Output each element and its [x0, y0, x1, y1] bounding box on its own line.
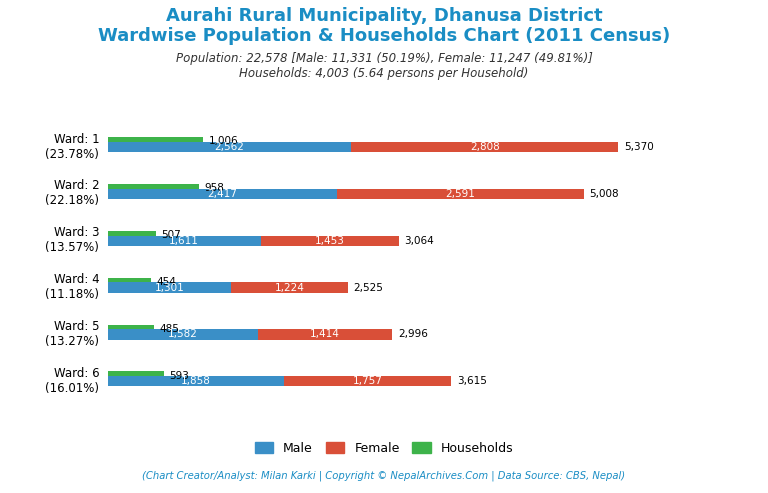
- Bar: [108, 278, 151, 286]
- Text: 5,008: 5,008: [589, 189, 619, 199]
- Text: 1,582: 1,582: [167, 329, 197, 339]
- Text: 2,591: 2,591: [445, 189, 475, 199]
- Text: 958: 958: [204, 183, 224, 193]
- Bar: [108, 329, 258, 340]
- Bar: [108, 376, 284, 387]
- Bar: [108, 371, 164, 380]
- Text: 2,562: 2,562: [214, 142, 244, 152]
- Bar: [108, 184, 199, 192]
- Text: 2,808: 2,808: [470, 142, 499, 152]
- Bar: [108, 324, 154, 333]
- Text: 485: 485: [159, 324, 179, 334]
- Bar: [260, 236, 399, 246]
- Bar: [337, 189, 584, 199]
- Text: (Chart Creator/Analyst: Milan Karki | Copyright © NepalArchives.Com | Data Sourc: (Chart Creator/Analyst: Milan Karki | Co…: [142, 470, 626, 481]
- Text: 1,611: 1,611: [169, 236, 199, 246]
- Text: 5,370: 5,370: [624, 142, 654, 152]
- Text: 2,525: 2,525: [353, 282, 383, 292]
- Text: 507: 507: [161, 230, 181, 240]
- Text: 454: 454: [157, 277, 177, 287]
- Bar: [108, 137, 204, 145]
- Bar: [108, 189, 337, 199]
- Text: 1,858: 1,858: [181, 376, 210, 387]
- Text: 3,615: 3,615: [457, 376, 487, 387]
- Bar: [351, 142, 618, 152]
- Bar: [108, 236, 260, 246]
- Text: 1,006: 1,006: [209, 136, 239, 146]
- Text: Population: 22,578 [Male: 11,331 (50.19%), Female: 11,247 (49.81%)]: Population: 22,578 [Male: 11,331 (50.19%…: [176, 52, 592, 65]
- Text: Wardwise Population & Households Chart (2011 Census): Wardwise Population & Households Chart (…: [98, 27, 670, 45]
- Text: 1,414: 1,414: [310, 329, 340, 339]
- Text: 3,064: 3,064: [405, 236, 435, 246]
- Bar: [108, 282, 231, 293]
- Bar: [284, 376, 452, 387]
- Bar: [258, 329, 392, 340]
- Text: Aurahi Rural Municipality, Dhanusa District: Aurahi Rural Municipality, Dhanusa Distr…: [166, 7, 602, 26]
- Bar: [108, 231, 156, 239]
- Text: 1,301: 1,301: [154, 282, 184, 292]
- Text: 2,417: 2,417: [207, 189, 237, 199]
- Bar: [108, 142, 351, 152]
- Text: 593: 593: [170, 371, 190, 381]
- Text: 1,453: 1,453: [315, 236, 345, 246]
- Legend: Male, Female, Households: Male, Female, Households: [250, 437, 518, 459]
- Text: Households: 4,003 (5.64 persons per Household): Households: 4,003 (5.64 persons per Hous…: [240, 67, 528, 79]
- Bar: [231, 282, 348, 293]
- Text: 2,996: 2,996: [398, 329, 428, 339]
- Text: 1,224: 1,224: [274, 282, 304, 292]
- Text: 1,757: 1,757: [353, 376, 382, 387]
